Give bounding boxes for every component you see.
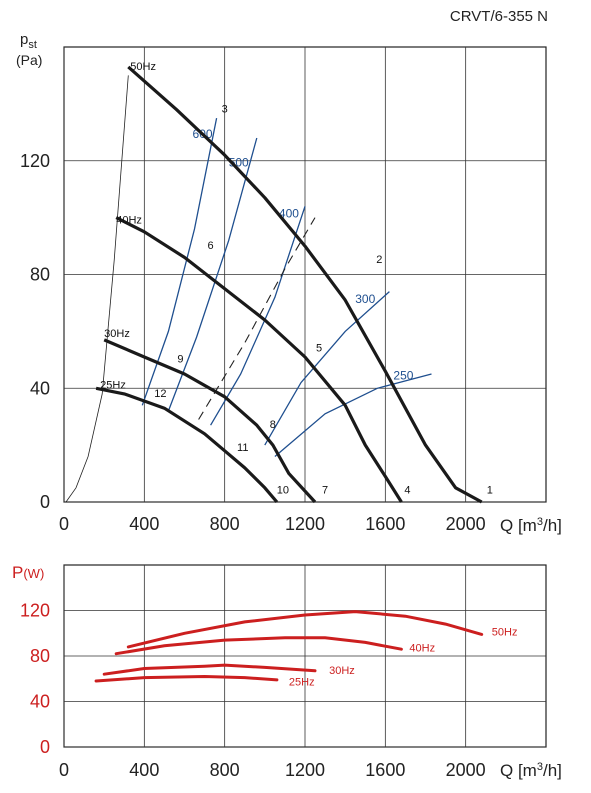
y-tick-label: 120 xyxy=(20,601,50,621)
power-curve-label: 25Hz xyxy=(289,677,315,689)
chart-title: CRVT/6-355 N xyxy=(450,8,548,25)
operating-point-label: 4 xyxy=(404,484,410,496)
y-tick-label: 40 xyxy=(30,378,50,398)
operating-point-label: 3 xyxy=(222,103,228,115)
power-curve-50Hz xyxy=(126,610,484,649)
pressure-plot: 0 400 800 1200 1600 2000040801206005004003002… xyxy=(20,46,547,534)
y-tick-label: 80 xyxy=(30,265,50,285)
operating-point-label: 9 xyxy=(177,354,183,366)
x-tick-label: 1200 xyxy=(285,514,325,534)
x-tick-label: 800 xyxy=(210,760,240,780)
system-curve-label: 400 xyxy=(279,207,299,221)
y-tick-label: 0 xyxy=(40,492,50,512)
x-tick-label: 0 xyxy=(59,514,69,534)
fan-curve-40Hz xyxy=(115,216,403,503)
y-tick-label: 0 xyxy=(40,737,50,757)
operating-point-label: 8 xyxy=(270,419,276,431)
x-tick-label: 1600 xyxy=(365,760,405,780)
fan-curve-label: 40Hz xyxy=(116,214,142,226)
power-curve-label: 30Hz xyxy=(329,665,355,677)
power-curve-25Hz xyxy=(94,674,279,683)
power-curve-label: 50Hz xyxy=(492,627,518,639)
y-tick-label: 80 xyxy=(30,646,50,666)
power-curve-40Hz xyxy=(114,636,403,656)
operating-point-label: 7 xyxy=(322,484,328,496)
fan-curve-25Hz xyxy=(95,386,279,504)
operating-point-label: 6 xyxy=(208,240,214,252)
fan-curve-label: 25Hz xyxy=(100,379,126,391)
system-curve-600 xyxy=(141,117,218,406)
power-curve-30Hz xyxy=(102,663,317,676)
operating-point-label: 2 xyxy=(376,254,382,266)
x-tick-label: 400 xyxy=(129,514,159,534)
operating-point-label: 12 xyxy=(154,388,166,400)
fan-curve-50Hz xyxy=(127,65,483,504)
x-tick-label: 2000 xyxy=(446,514,486,534)
pressure-axis-label: pst xyxy=(20,31,37,51)
x-tick-label: 1200 xyxy=(285,760,325,780)
operating-point-label: 1 xyxy=(487,484,493,496)
x-tick-label: 2000 xyxy=(446,760,486,780)
power-curve-label: 40Hz xyxy=(409,642,435,654)
fan-curve-30Hz xyxy=(103,338,317,504)
pressure-axis-unit: (Pa) xyxy=(16,52,42,68)
x-tick-label: 400 xyxy=(129,760,159,780)
x-tick-label: 0 xyxy=(59,760,69,780)
dashed-boundary-curve xyxy=(198,217,316,420)
flow-axis-label-bottom: Q [m3/h] xyxy=(500,761,562,780)
y-tick-label: 120 xyxy=(20,151,50,171)
power-axis-label: P(W) xyxy=(12,563,44,582)
pressure-axis-subscript: st xyxy=(28,39,37,51)
pressure-axis-symbol: p xyxy=(20,31,28,48)
fan-curve-label: 30Hz xyxy=(104,328,130,340)
flow-axis-label-top: Q [m3/h] xyxy=(500,516,562,535)
system-curve-label: 250 xyxy=(393,369,413,383)
system-curve-label: 300 xyxy=(355,292,375,306)
x-tick-label: 800 xyxy=(210,514,240,534)
y-tick-label: 40 xyxy=(30,692,50,712)
operating-point-label: 5 xyxy=(316,342,322,354)
power-plot: 0 400 800 1200 1600 2000 0 40 80 120 50Hz 40Hz 30Hz 2… xyxy=(20,564,547,780)
operating-point-label: 11 xyxy=(237,442,248,454)
system-curve-300 xyxy=(264,291,390,446)
operating-envelope-line xyxy=(65,75,129,503)
x-tick-label: 1600 xyxy=(365,514,405,534)
fan-curve-label: 50Hz xyxy=(130,61,156,73)
system-curve-250 xyxy=(274,373,432,457)
operating-point-label: 10 xyxy=(277,484,289,496)
